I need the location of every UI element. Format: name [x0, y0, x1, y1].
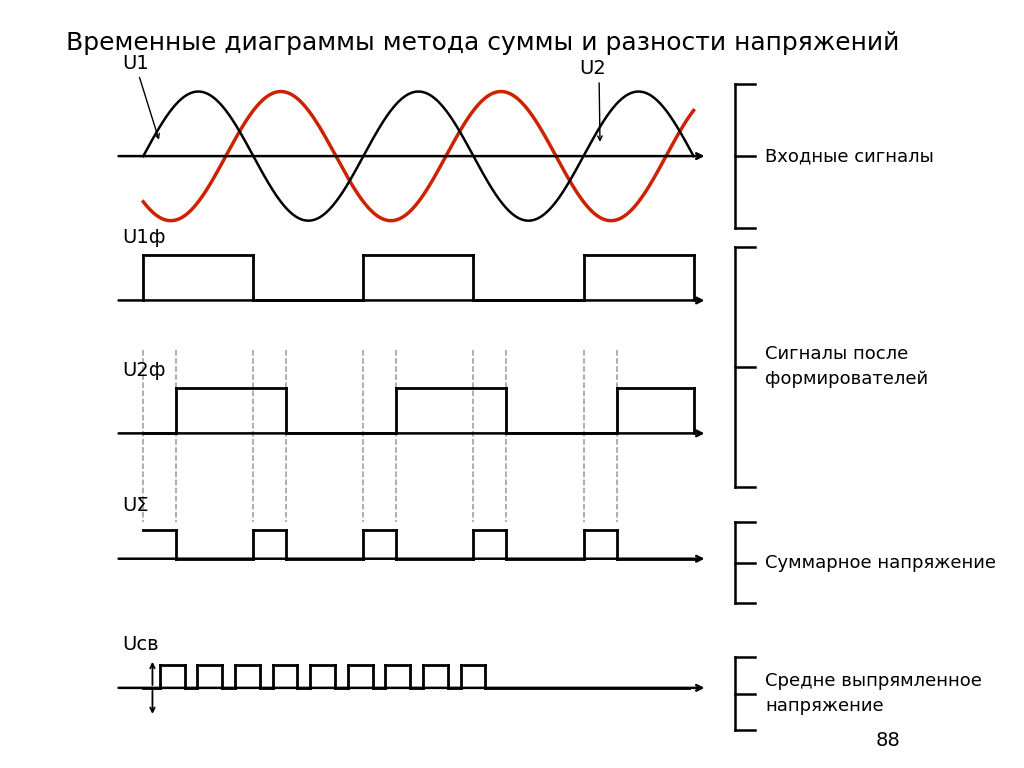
- Text: U1: U1: [122, 54, 148, 72]
- Text: U2ф: U2ф: [122, 361, 166, 380]
- Text: UΣ: UΣ: [122, 495, 148, 515]
- Text: Сигналы после
формирователей: Сигналы после формирователей: [765, 346, 928, 389]
- Text: Uсв: Uсв: [122, 634, 159, 654]
- Text: Входные сигналы: Входные сигналы: [765, 147, 934, 165]
- Text: U2: U2: [579, 59, 605, 78]
- Text: U1ф: U1ф: [122, 228, 166, 247]
- Text: 88: 88: [876, 731, 900, 750]
- Text: Средне выпрямленное
напряжение: Средне выпрямленное напряжение: [765, 672, 982, 715]
- Text: Суммарное напряжение: Суммарное напряжение: [765, 554, 996, 571]
- Text: Временные диаграммы метода суммы и разности напряжений: Временные диаграммы метода суммы и разно…: [66, 31, 899, 55]
